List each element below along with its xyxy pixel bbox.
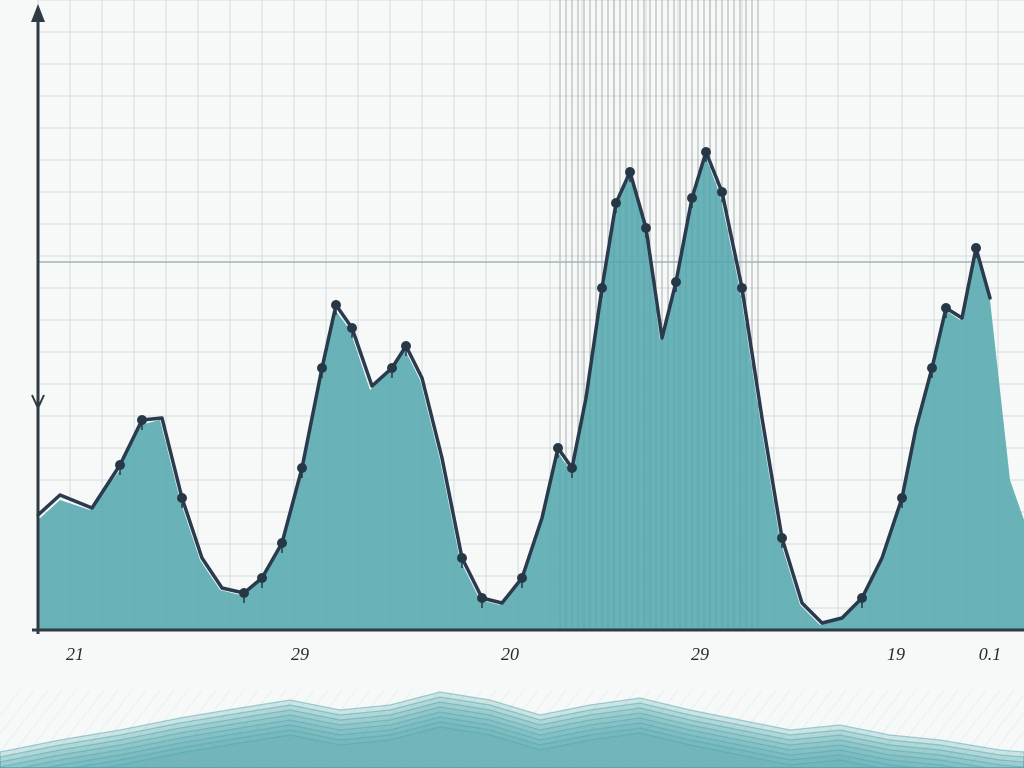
data-marker xyxy=(277,538,287,548)
data-marker xyxy=(115,460,125,470)
x-axis-label: 21 xyxy=(66,644,84,664)
data-marker xyxy=(317,363,327,373)
data-marker xyxy=(641,223,651,233)
x-axis-label: 20 xyxy=(501,644,519,664)
data-marker xyxy=(671,277,681,287)
data-marker xyxy=(701,147,711,157)
data-marker xyxy=(387,363,397,373)
data-marker xyxy=(347,323,357,333)
data-marker xyxy=(941,303,951,313)
data-marker xyxy=(567,463,577,473)
data-marker xyxy=(331,300,341,310)
chart-canvas: 21 29 20 29 19 0.1 xyxy=(0,0,1024,768)
data-marker xyxy=(457,553,467,563)
data-marker xyxy=(971,243,981,253)
data-marker xyxy=(239,588,249,598)
data-marker xyxy=(717,187,727,197)
area-line-chart: 21 29 20 29 19 0.1 xyxy=(0,0,1024,768)
data-marker xyxy=(137,415,147,425)
data-marker xyxy=(927,363,937,373)
data-marker xyxy=(687,193,697,203)
x-axis-label: 19 xyxy=(887,644,905,664)
x-axis-label: 29 xyxy=(691,644,709,664)
x-axis-label: 0.1 xyxy=(979,644,1002,664)
data-marker xyxy=(401,341,411,351)
data-marker xyxy=(897,493,907,503)
data-marker xyxy=(611,198,621,208)
data-marker xyxy=(553,443,563,453)
x-axis-label: 29 xyxy=(291,644,309,664)
data-marker xyxy=(625,167,635,177)
data-marker xyxy=(257,573,267,583)
data-marker xyxy=(737,283,747,293)
data-marker xyxy=(517,573,527,583)
data-marker xyxy=(477,593,487,603)
data-marker xyxy=(177,493,187,503)
data-marker xyxy=(597,283,607,293)
data-marker xyxy=(857,593,867,603)
data-marker xyxy=(777,533,787,543)
data-marker xyxy=(297,463,307,473)
